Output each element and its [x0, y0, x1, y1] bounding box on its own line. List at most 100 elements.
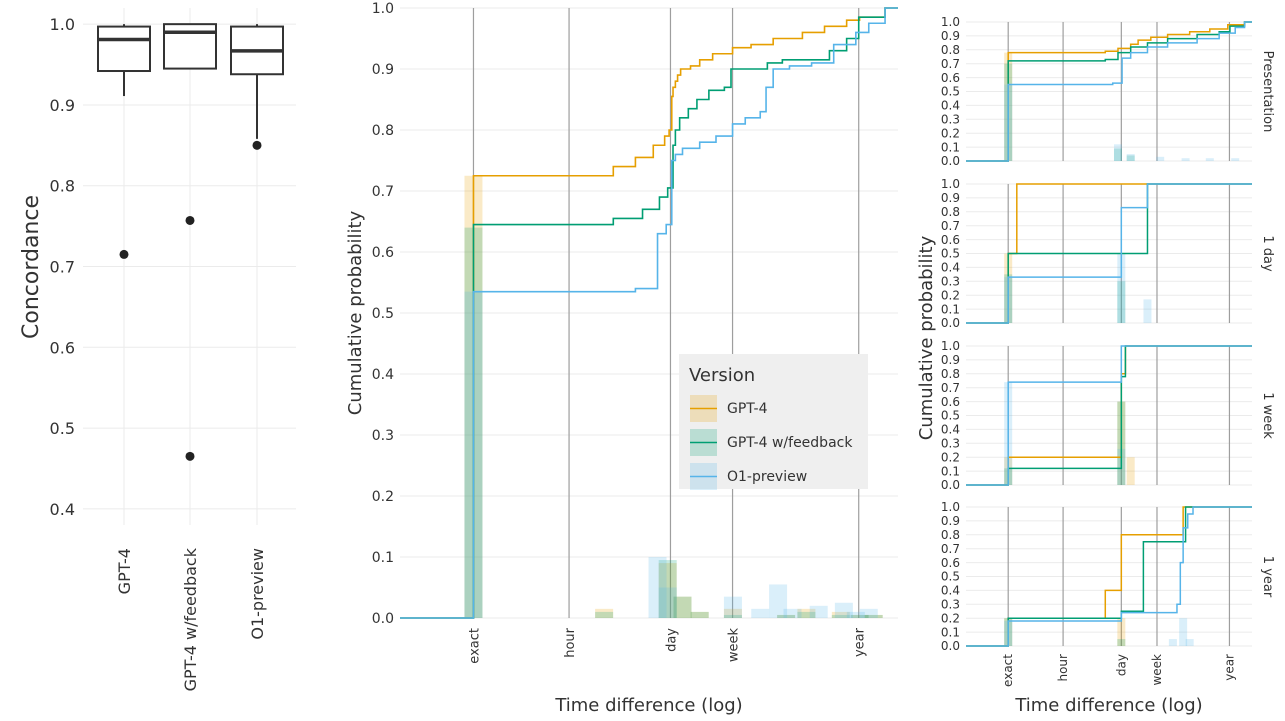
facet-ytick-label: 0.6	[941, 395, 960, 409]
facet-histogram-bar	[1117, 618, 1126, 646]
ecdf-main-histogram-bar	[751, 608, 770, 618]
facet-xtick-label: day	[1114, 654, 1128, 676]
ecdf-main-histogram-bar	[850, 614, 869, 618]
ecdf-main-histogram-bar	[769, 584, 788, 618]
facet-ytick-label: 0.9	[941, 514, 960, 528]
facet-ytick-label: 0.1	[941, 302, 960, 316]
boxplot-ytick-label: 0.6	[50, 338, 75, 357]
ecdf-main-ytick-label: 0.7	[372, 184, 394, 200]
facet-histogram-bar	[1113, 144, 1122, 161]
boxplot-category-label: O1-preview	[248, 548, 267, 640]
ecdf-main-histogram-bar	[834, 602, 853, 618]
facet-ecdf-line-gpt-4-w-feedback	[966, 21, 1252, 162]
ecdf-main-ecdf-line-gpt-4	[400, 7, 898, 619]
facet-ytick-label: 0.8	[941, 205, 960, 219]
ecdf-main-histogram-bar	[723, 608, 742, 618]
boxplot-ytick-label: 0.9	[50, 96, 75, 115]
facet-histogram-bar	[1117, 253, 1126, 323]
legend-entry-label: O1-preview	[727, 469, 807, 485]
facet-strip-label: 1 year	[1260, 556, 1275, 598]
facet-strip-label: 1 day	[1260, 235, 1275, 272]
ecdf-main-ytick-label: 0.6	[372, 245, 394, 261]
facet-strip-label: 1 week	[1260, 392, 1275, 439]
box-outlier-point	[185, 451, 195, 461]
ecdf-main-ecdf-line-o1-preview	[400, 7, 898, 619]
ecdf-main-ytick-label: 0.5	[372, 306, 394, 322]
ecdf-main-histogram-bar	[797, 611, 816, 618]
facet-histogram-bar	[1156, 156, 1165, 161]
ecdf-main-histogram-bar	[831, 614, 850, 618]
facet-ytick-label: 0.3	[941, 275, 960, 289]
facet-histogram-bar	[1179, 618, 1188, 646]
ecdf-main-histogram-bar	[777, 614, 796, 618]
legend-entry-label: GPT-4 w/feedback	[727, 435, 853, 451]
facet-ytick-label: 0.4	[941, 261, 960, 275]
facet-ytick-label: 0.0	[941, 478, 960, 492]
box-outlier-point	[185, 215, 195, 225]
ecdf-main-ytick-label: 0.8	[372, 123, 394, 139]
ecdf-main-histogram-bar	[864, 614, 883, 618]
facet-histogram-bar	[1168, 639, 1177, 646]
ecdf-main-xtick-label: hour	[563, 627, 578, 657]
facet-ytick-label: 0.0	[941, 639, 960, 653]
facet-ylabel: Cumulative probability	[916, 235, 937, 440]
facet-presentation: 0.00.10.20.30.40.50.60.70.80.91.0 Present…	[941, 15, 1275, 168]
facet-ytick-label: 0.2	[941, 450, 960, 464]
ecdf-main-xtick-label: exact	[467, 628, 482, 664]
facet-ytick-label: 0.1	[941, 464, 960, 478]
ecdf-main-panel: 0.0 0.1 0.2 0.3 0.4 0.5 0.6 0.7 0.8 0.9 1.0 exact ho…	[345, 1, 898, 716]
facet-ytick-label: 0.3	[941, 598, 960, 612]
facet-ytick-label: 0.1	[941, 625, 960, 639]
box-iqr	[97, 25, 151, 73]
ecdf-main-ylabel: Cumulative probability	[345, 210, 366, 415]
facet-ytick-label: 1.0	[941, 500, 960, 514]
facet-ytick-label: 0.5	[941, 570, 960, 584]
facet-histogram-bar	[1143, 299, 1152, 323]
facet-ytick-label: 0.8	[941, 43, 960, 57]
facet-ytick-label: 0.6	[941, 71, 960, 85]
facet-xlabel: Time difference (log)	[1014, 695, 1202, 716]
facet-ytick-label: 1.0	[941, 15, 960, 29]
ecdf-main-histogram-bar	[723, 596, 742, 618]
box-outlier-point	[119, 249, 129, 259]
ecdf-main-histogram-bar	[658, 560, 677, 618]
box-outlier-point	[252, 140, 262, 150]
facet-ecdf-line-o1-preview	[966, 183, 1252, 324]
facet-ytick-label: 0.0	[941, 316, 960, 330]
ecdf-main-histogram-bar	[673, 596, 692, 618]
facet-ytick-label: 0.2	[941, 611, 960, 625]
ecdf-main-xtick-label: day	[664, 628, 679, 652]
facet-ytick-label: 1.0	[941, 177, 960, 191]
facet-histogram-bar	[1126, 155, 1135, 161]
facet-ytick-label: 0.7	[941, 542, 960, 556]
facet-ytick-label: 0.6	[941, 556, 960, 570]
facet-histogram-bar	[1205, 158, 1214, 161]
facet-ytick-label: 0.6	[941, 233, 960, 247]
ecdf-main-histogram-bar	[595, 608, 614, 618]
boxplot-panel: 0.4 0.5 0.6 0.7 0.8 0.9 1.0 GPT-4 GPT-4 w/feedba…	[19, 8, 296, 691]
facet-ytick-label: 0.8	[941, 367, 960, 381]
ecdf-main-ecdf-line-gpt-4-w-feedback	[400, 7, 898, 619]
boxplot-category-label: GPT-4 w/feedback	[181, 547, 200, 691]
facet-1-day: 0.00.10.20.30.40.50.60.70.80.91.0 1 day	[941, 177, 1275, 330]
legend-background	[679, 354, 868, 489]
facet-ytick-label: 0.7	[941, 219, 960, 233]
ecdf-facet-panel: 0.00.10.20.30.40.50.60.70.80.91.0Present…	[916, 15, 1275, 716]
facet-xtick-label: exact	[1001, 654, 1015, 687]
facet-ytick-label: 0.8	[941, 528, 960, 542]
ecdf-main-histogram-bar	[846, 611, 865, 618]
facet-ecdf-line-o1-preview	[966, 21, 1252, 162]
facet-ecdf-line-o1-preview	[966, 345, 1252, 486]
ecdf-main-histogram-bar	[690, 611, 709, 618]
ecdf-main-ytick-label: 0.9	[372, 62, 394, 78]
ecdf-main-ytick-label: 0.3	[372, 428, 394, 444]
ecdf-main-ytick-label: 1.0	[372, 1, 394, 17]
facet-1-year: 0.00.10.20.30.40.50.60.70.80.91.0 1 year	[941, 500, 1275, 653]
ecdf-main-ytick-label: 0.2	[372, 489, 394, 505]
facet-ytick-label: 0.4	[941, 99, 960, 113]
boxplot-ytick-label: 0.8	[50, 177, 75, 196]
ecdf-main-histogram-bar	[864, 614, 883, 618]
boxplot-category-label: GPT-4	[115, 548, 134, 594]
ecdf-main-histogram-bar	[658, 563, 677, 618]
ecdf-main-histogram-bar	[859, 608, 878, 618]
